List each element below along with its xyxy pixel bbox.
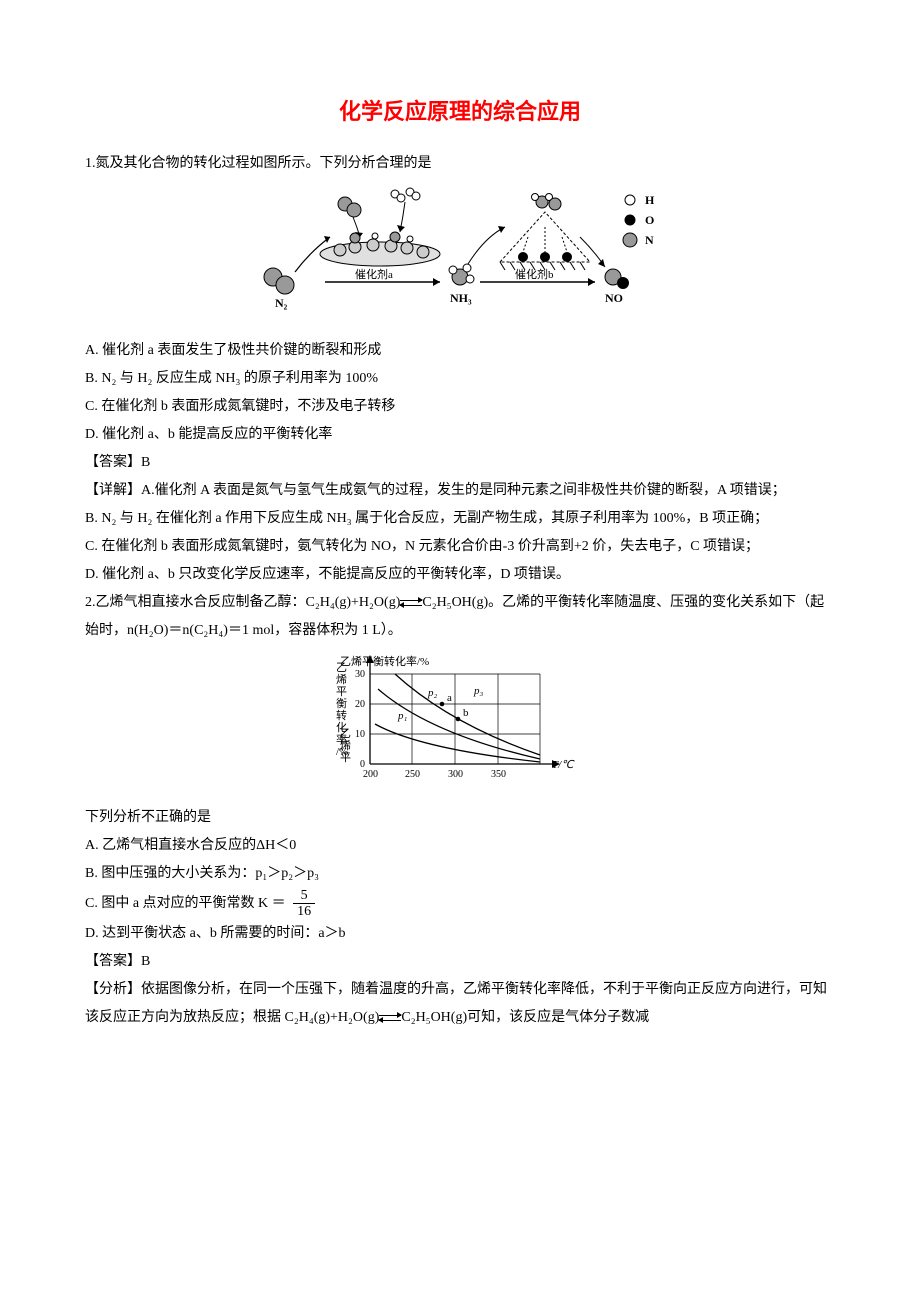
q1-expl-b: B. N₂ 与 H₂ 在催化剂 a 作用下反应生成 NH₃ 属于化合反应，无副产… bbox=[85, 505, 835, 533]
svg-text:O: O bbox=[645, 213, 654, 227]
svg-text:b: b bbox=[463, 707, 469, 719]
fraction-icon: 5 16 bbox=[289, 888, 319, 920]
fraction-den: 16 bbox=[293, 904, 315, 919]
svg-text:200: 200 bbox=[363, 769, 378, 780]
q1-opt-d: D. 催化剂 a、b 能提高反应的平衡转化率 bbox=[85, 421, 835, 449]
svg-text:/%: /% bbox=[336, 746, 348, 758]
svg-text:10: 10 bbox=[355, 729, 365, 740]
svg-text:H: H bbox=[645, 193, 655, 207]
svg-text:率: 率 bbox=[336, 732, 347, 746]
q1-expl-a: 【详解】A.催化剂 A 表面是氮气与氢气生成氨气的过程，发生的是同种元素之间非极… bbox=[85, 477, 835, 505]
q2-opt-b: B. 图中压强的大小关系为：p₁＞p₂＞p₃ bbox=[85, 860, 835, 888]
svg-text:N₂: N₂ bbox=[275, 296, 288, 310]
q2-opt-c-text: C. 图中 a 点对应的平衡常数 K ＝ bbox=[85, 896, 286, 911]
q2-figure: 乙 烯 平 乙烯平衡转化率/% bbox=[85, 649, 835, 800]
svg-text:平: 平 bbox=[336, 686, 347, 698]
q2-stem-a: 2.乙烯气相直接水合反应制备乙醇：C₂H₄(g)+H₂O(g) bbox=[85, 595, 400, 610]
catalyst-b-label: 催化剂b bbox=[515, 267, 554, 281]
q2-stem: 2.乙烯气相直接水合反应制备乙醇：C₂H₄(g)+H₂O(g)C₂H₅OH(g)… bbox=[85, 589, 835, 645]
svg-text:p₁: p₁ bbox=[397, 710, 408, 722]
equilibrium-arrow-icon bbox=[379, 1012, 401, 1024]
svg-text:N: N bbox=[645, 233, 654, 247]
q2-expl: 【分析】依据图像分析，在同一个压强下，随着温度的升高，乙烯平衡转化率降低，不利于… bbox=[85, 976, 835, 1032]
svg-text:化: 化 bbox=[336, 720, 347, 734]
q1-opt-c: C. 在催化剂 b 表面形成氮氧键时，不涉及电子转移 bbox=[85, 393, 835, 421]
q1-stem: 1.氮及其化合物的转化过程如图所示。下列分析合理的是 bbox=[85, 150, 835, 178]
q2-opt-c: C. 图中 a 点对应的平衡常数 K ＝ 5 16 bbox=[85, 888, 835, 920]
svg-text:转: 转 bbox=[336, 708, 347, 722]
svg-text:NH₃: NH₃ bbox=[450, 291, 472, 305]
q1-answer: 【答案】B bbox=[85, 449, 835, 477]
document-title: 化学反应原理的综合应用 bbox=[85, 90, 835, 134]
svg-text:p₃: p₃ bbox=[473, 685, 484, 697]
conversion-chart: 乙 烯 平 乙烯平衡转化率/% bbox=[330, 649, 590, 789]
svg-text:烯: 烯 bbox=[336, 673, 347, 686]
catalyst-diagram: H O N bbox=[245, 182, 675, 322]
svg-text:300: 300 bbox=[448, 769, 463, 780]
svg-text:NO: NO bbox=[605, 291, 623, 305]
svg-text:20: 20 bbox=[355, 699, 365, 710]
catalyst-a-label: 催化剂a bbox=[355, 267, 393, 281]
svg-text:T/℃: T/℃ bbox=[552, 759, 575, 771]
q2-expl-b: C₂H₅OH(g)可知，该反应是气体分子数减 bbox=[401, 1010, 649, 1025]
svg-text:乙: 乙 bbox=[336, 661, 347, 674]
svg-text:乙烯平衡转化率/%: 乙烯平衡转化率/% bbox=[340, 654, 429, 668]
document-page: 化学反应原理的综合应用 1.氮及其化合物的转化过程如图所示。下列分析合理的是 H… bbox=[0, 0, 920, 1302]
q2-opt-d: D. 达到平衡状态 a、b 所需要的时间：a＞b bbox=[85, 920, 835, 948]
fraction-num: 5 bbox=[293, 888, 315, 904]
svg-text:350: 350 bbox=[491, 769, 506, 780]
q1-opt-b: B. N₂ 与 H₂ 反应生成 NH₃ 的原子利用率为 100% bbox=[85, 365, 835, 393]
svg-text:a: a bbox=[447, 692, 452, 704]
q2-opt-a: A. 乙烯气相直接水合反应的ΔH＜0 bbox=[85, 832, 835, 860]
q2-prompt: 下列分析不正确的是 bbox=[85, 804, 835, 832]
q1-expl-c: C. 在催化剂 b 表面形成氮氧键时，氨气转化为 NO，N 元素化合价由-3 价… bbox=[85, 533, 835, 561]
q2-answer: 【答案】B bbox=[85, 948, 835, 976]
equilibrium-arrow-icon bbox=[400, 597, 422, 609]
svg-text:p₂: p₂ bbox=[427, 687, 438, 699]
svg-text:250: 250 bbox=[405, 769, 420, 780]
q1-figure: H O N bbox=[85, 182, 835, 333]
q1-expl-d: D. 催化剂 a、b 只改变化学反应速率，不能提高反应的平衡转化率，D 项错误。 bbox=[85, 561, 835, 589]
q1-opt-a: A. 催化剂 a 表面发生了极性共价键的断裂和形成 bbox=[85, 337, 835, 365]
svg-text:30: 30 bbox=[355, 669, 365, 680]
svg-text:衡: 衡 bbox=[336, 697, 347, 710]
